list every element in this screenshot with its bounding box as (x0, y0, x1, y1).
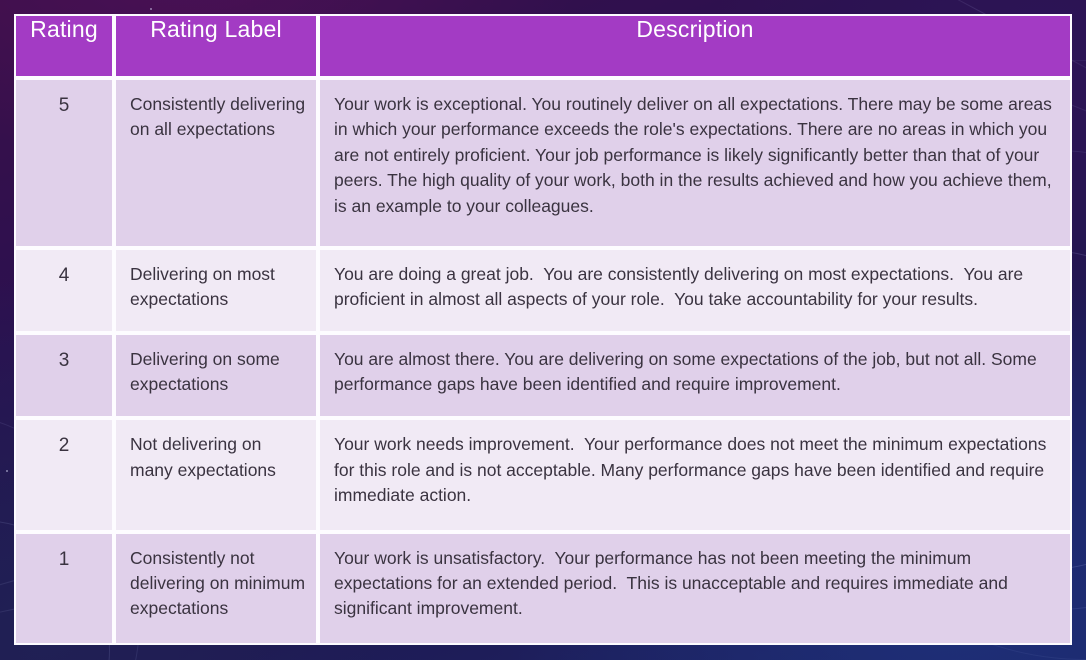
cell-rating: 4 (14, 247, 114, 333)
table-body: 5 Consistently delivering on all expectat… (14, 78, 1072, 645)
cell-description: You are almost there. You are delivering… (318, 332, 1072, 419)
cell-rating-label: Consistently not delivering on minimum e… (114, 531, 318, 645)
cell-description: Your work needs improvement. Your perfor… (318, 418, 1072, 532)
cell-rating: 1 (14, 531, 114, 645)
column-header-rating: Rating (14, 14, 114, 78)
rating-table-container: Rating Rating Label Description 5 Consist… (14, 14, 1072, 645)
cell-rating: 5 (14, 78, 114, 248)
table-header-row: Rating Rating Label Description (14, 14, 1072, 78)
rating-scale-table: Rating Rating Label Description 5 Consist… (14, 14, 1072, 645)
cell-rating-label: Delivering on some expectations (114, 332, 318, 419)
cell-rating: 3 (14, 332, 114, 419)
table-header: Rating Rating Label Description (14, 14, 1072, 78)
table-row: 3 Delivering on some expectations You are … (14, 332, 1072, 419)
decorative-spark (6, 470, 8, 472)
table-row: 2 Not delivering on many expectations Your… (14, 418, 1072, 532)
column-header-rating-label: Rating Label (114, 14, 318, 78)
cell-rating-label: Consistently delivering on all expectati… (114, 78, 318, 248)
cell-description: You are doing a great job. You are consi… (318, 247, 1072, 333)
cell-description: Your work is exceptional. You routinely … (318, 78, 1072, 248)
cell-rating-label: Not delivering on many expectations (114, 418, 318, 532)
cell-rating-label: Delivering on most expectations (114, 247, 318, 333)
decorative-spark (150, 8, 152, 10)
table-row: 1 Consistently not delivering on minimum … (14, 531, 1072, 645)
column-header-description: Description (318, 14, 1072, 78)
table-row: 5 Consistently delivering on all expectat… (14, 78, 1072, 248)
cell-rating: 2 (14, 418, 114, 532)
cell-description: Your work is unsatisfactory. Your perfor… (318, 531, 1072, 645)
table-row: 4 Delivering on most expectations You are … (14, 247, 1072, 333)
